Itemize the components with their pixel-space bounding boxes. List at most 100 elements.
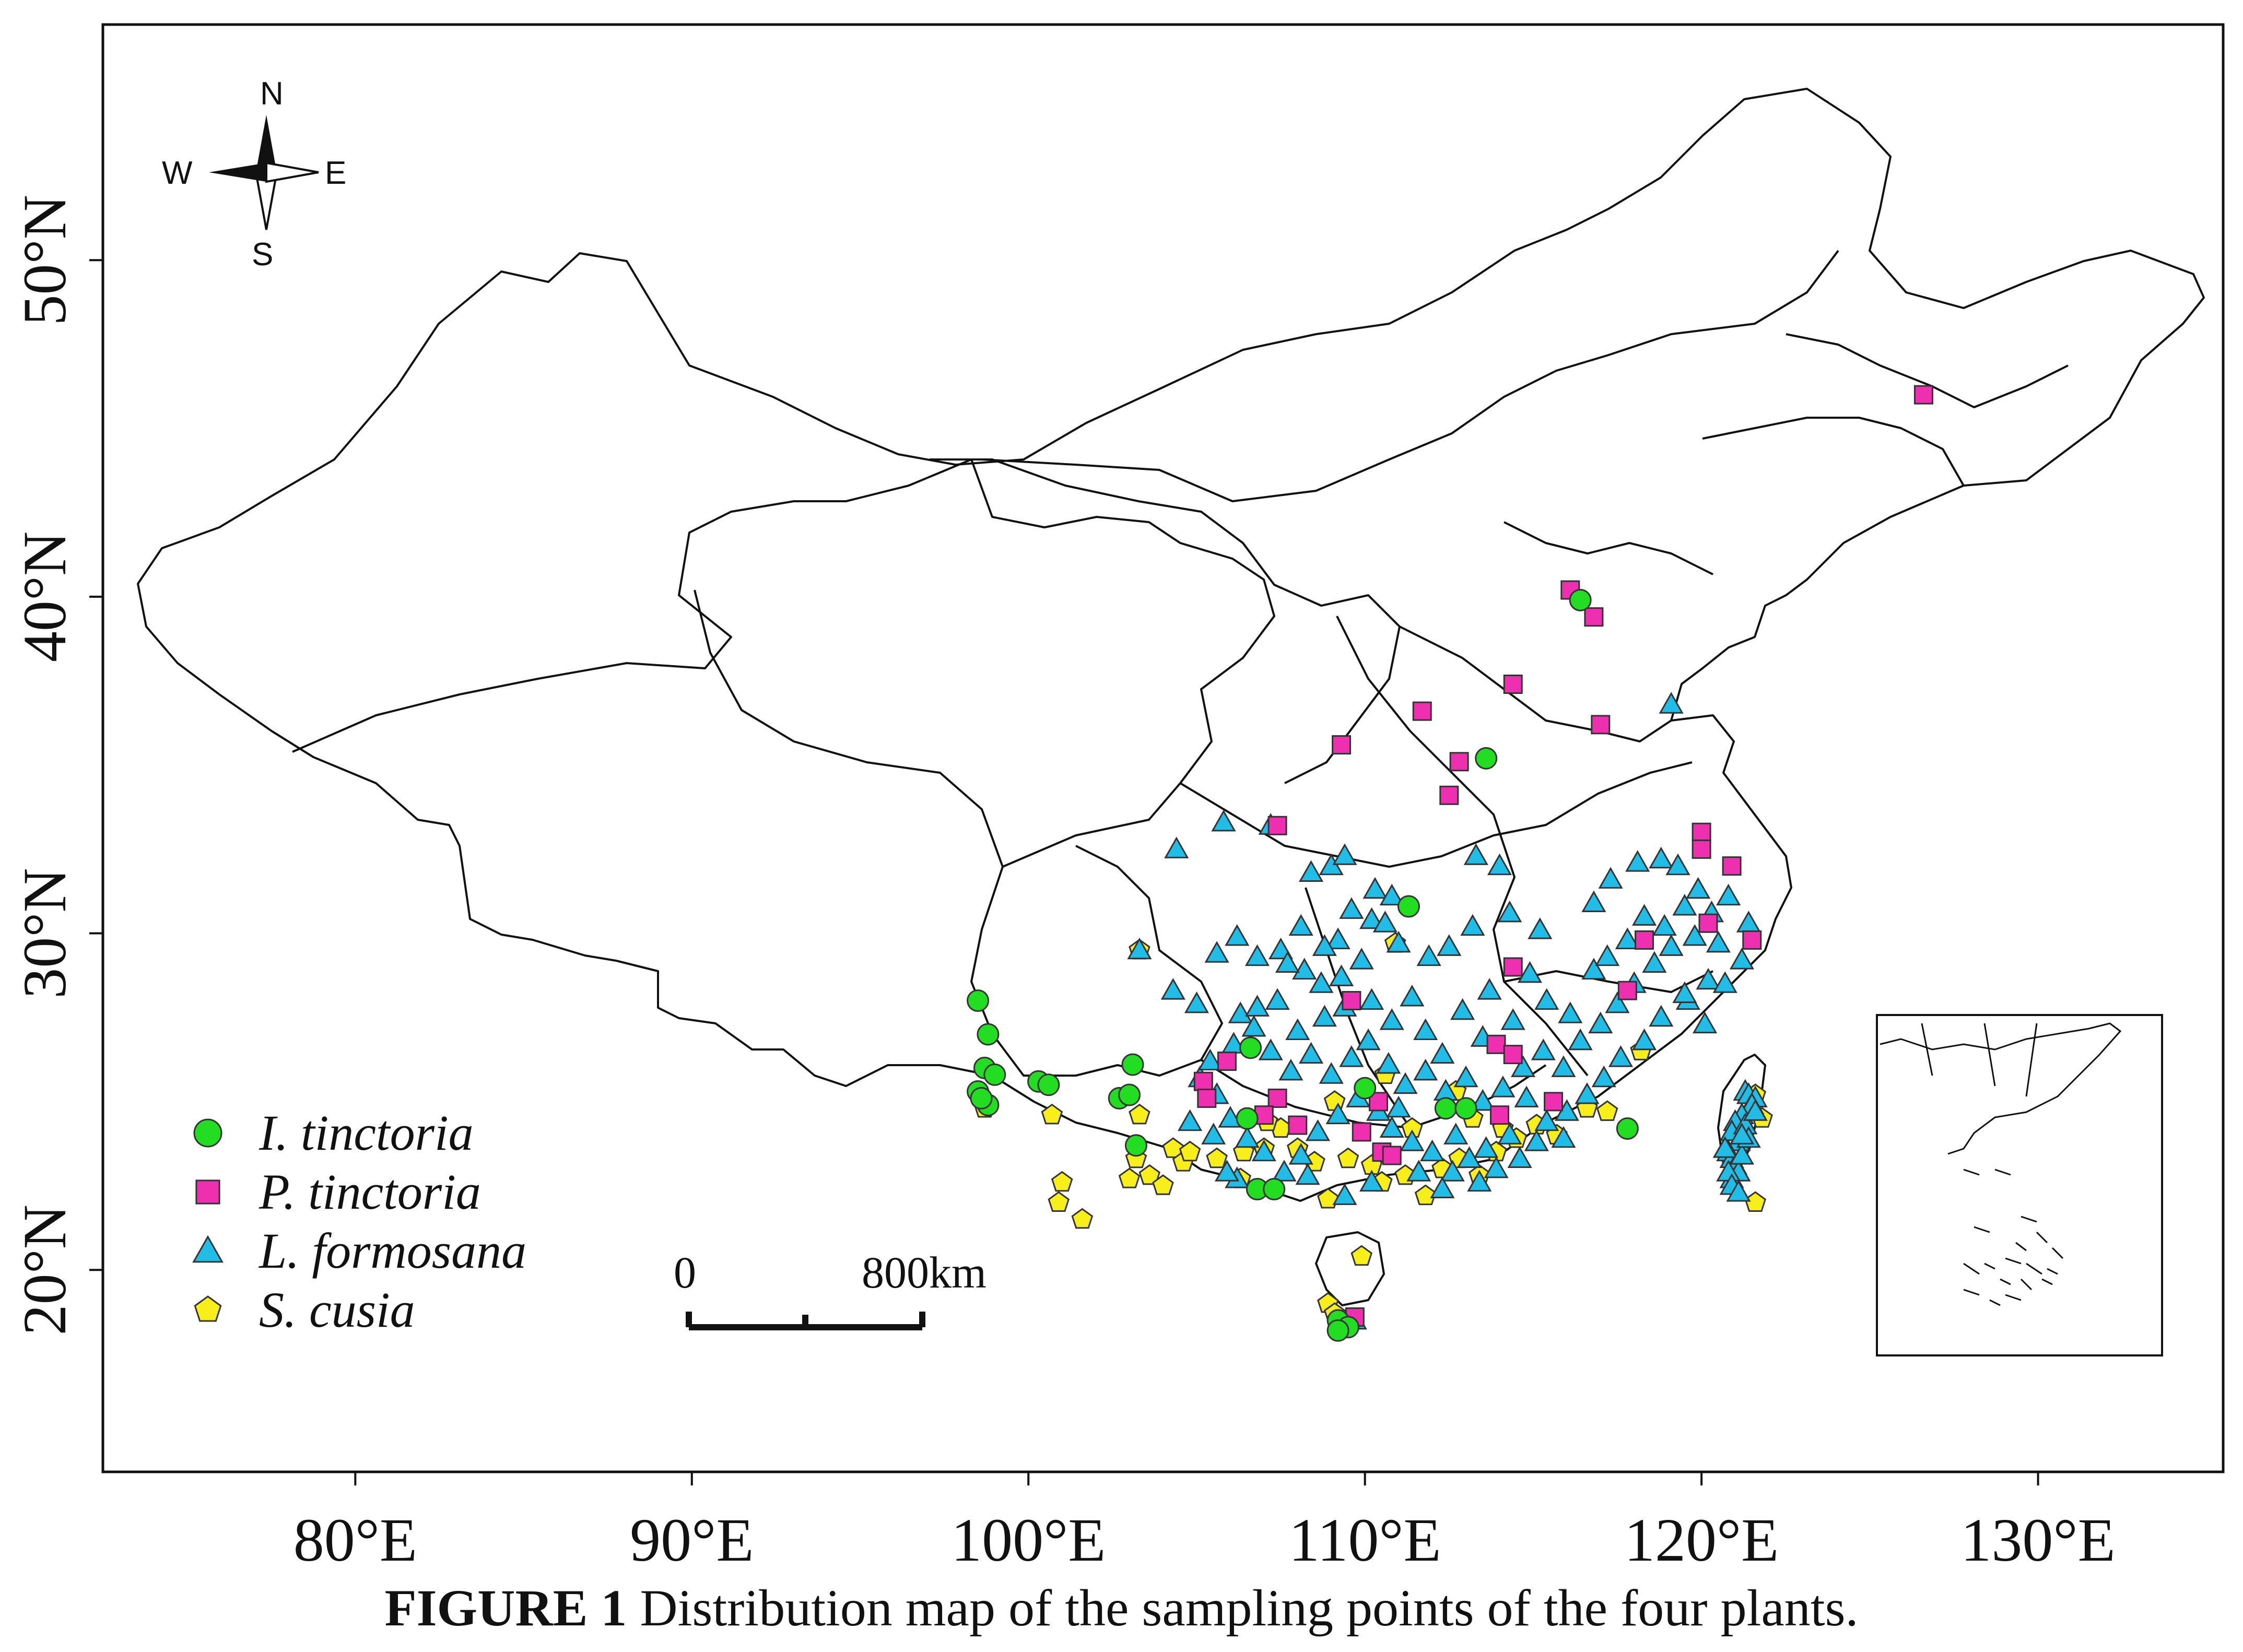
north-arrow: N S E W	[162, 76, 346, 273]
sample-point-i-tinctoria	[967, 989, 990, 1012]
sample-point-p-tinctoria	[1698, 913, 1718, 933]
sample-point-i-tinctoria	[1434, 1097, 1457, 1120]
sample-point-l-formosana	[1517, 961, 1543, 983]
sample-point-l-formosana	[1467, 1170, 1492, 1192]
hainan-outline	[1315, 1231, 1385, 1306]
sample-point-l-formosana	[1244, 995, 1270, 1017]
sample-point-i-tinctoria	[1239, 1036, 1262, 1059]
sample-point-l-formosana	[1712, 971, 1737, 993]
sample-point-i-tinctoria	[1263, 1177, 1286, 1200]
sample-point-l-formosana	[1551, 1055, 1576, 1077]
sample-point-l-formosana	[1696, 967, 1721, 990]
sample-point-i-tinctoria	[1236, 1107, 1259, 1130]
sample-point-s-cusia	[1129, 1103, 1150, 1125]
sample-point-i-tinctoria	[1475, 747, 1498, 770]
sample-point-l-formosana	[1406, 1160, 1431, 1182]
sample-point-p-tinctoria	[1913, 385, 1933, 405]
sample-point-l-formosana	[1453, 1065, 1478, 1088]
sample-point-l-formosana	[1413, 1058, 1438, 1081]
sample-point-l-formosana	[1437, 934, 1462, 956]
sample-point-l-formosana	[1575, 1082, 1600, 1104]
sample-point-i-tinctoria	[1397, 895, 1420, 918]
sample-point-i-tinctoria	[977, 1023, 1000, 1046]
sample-point-l-formosana	[1474, 1136, 1499, 1158]
sample-point-l-formosana	[1440, 1160, 1465, 1182]
sample-point-l-formosana	[1184, 991, 1209, 1013]
sample-point-p-tinctoria	[1267, 1088, 1287, 1108]
y-tick-label: 20°N	[10, 1205, 79, 1335]
sample-point-l-formosana	[1225, 924, 1250, 946]
sample-point-l-formosana	[1251, 1139, 1276, 1162]
sample-point-p-tinctoria	[1439, 785, 1459, 805]
sample-point-l-formosana	[1450, 998, 1475, 1020]
sample-point-l-formosana	[1729, 1142, 1755, 1165]
sample-point-l-formosana	[1588, 1011, 1613, 1034]
sample-point-l-formosana	[1244, 944, 1270, 966]
y-tick-label: 50°N	[10, 195, 79, 325]
sample-point-p-tinctoria	[1193, 1071, 1213, 1091]
sample-point-l-formosana	[1443, 1123, 1469, 1144]
sample-point-l-formosana	[1275, 951, 1300, 973]
sample-point-l-formosana	[1487, 853, 1512, 876]
sample-point-l-formosana	[1649, 846, 1674, 869]
sample-point-l-formosana	[1659, 692, 1684, 714]
compass-n-label: N	[260, 76, 284, 112]
sample-point-s-cusia	[1048, 1191, 1070, 1212]
sample-point-l-formosana	[1477, 978, 1502, 1000]
x-tick-label: 80°E	[293, 1506, 417, 1574]
caption-label: FIGURE 1	[384, 1579, 627, 1637]
sample-point-l-formosana	[1729, 948, 1755, 970]
sample-point-i-tinctoria	[1118, 1083, 1141, 1106]
sample-point-l-formosana	[1241, 1015, 1266, 1037]
sample-point-p-tinctoria	[1617, 981, 1637, 1000]
legend-marker-i-tinctoria	[193, 1118, 222, 1148]
sample-point-s-cusia	[1206, 1147, 1228, 1169]
sample-point-p-tinctoria	[1591, 715, 1611, 735]
compass-w-label: W	[162, 155, 193, 191]
sample-point-s-cusia	[1414, 1184, 1437, 1206]
sample-point-l-formosana	[1649, 1005, 1674, 1027]
province-outlines	[137, 88, 2205, 1306]
sample-point-s-cusia	[1337, 1147, 1359, 1169]
sample-point-l-formosana	[1608, 1045, 1634, 1067]
x-tick-label: 100°E	[951, 1506, 1106, 1574]
sample-point-l-formosana	[1457, 1146, 1482, 1168]
scale-bar: 0 800km	[674, 1247, 987, 1330]
sample-point-p-tinctoria	[1544, 1092, 1564, 1112]
sample-point-l-formosana	[1312, 1005, 1337, 1027]
sample-point-p-tinctoria	[1635, 930, 1654, 950]
sample-point-l-formosana	[1534, 1109, 1559, 1131]
sample-point-l-formosana	[1598, 867, 1623, 889]
sample-point-l-formosana	[1214, 1160, 1240, 1182]
sample-point-l-formosana	[1419, 1139, 1445, 1162]
sample-point-l-formosana	[1490, 1076, 1516, 1098]
sample-point-l-formosana	[1218, 1106, 1243, 1128]
sample-point-l-formosana	[1127, 937, 1152, 960]
sample-point-p-tinctoria	[1722, 856, 1742, 876]
sample-point-p-tinctoria	[1197, 1088, 1217, 1108]
sample-point-p-tinctoria	[1584, 607, 1604, 627]
sample-point-l-formosana	[1665, 853, 1690, 876]
sample-point-s-cusia	[1152, 1174, 1174, 1195]
sample-point-l-formosana	[1534, 988, 1559, 1010]
legend-marker-s-cusia	[194, 1295, 222, 1322]
sample-point-p-tinctoria	[1503, 1045, 1523, 1065]
sample-point-l-formosana	[1339, 1045, 1364, 1067]
sample-point-l-formosana	[1484, 1156, 1509, 1178]
sample-point-l-formosana	[1551, 1126, 1576, 1148]
inset-frame	[1876, 1014, 2163, 1356]
sample-point-l-formosana	[1528, 917, 1553, 939]
sample-point-p-tinctoria	[1692, 839, 1711, 859]
sample-point-i-tinctoria	[970, 1087, 993, 1110]
sample-point-i-tinctoria	[1037, 1073, 1060, 1096]
sample-point-p-tinctoria	[1217, 1052, 1237, 1071]
sample-point-l-formosana	[1379, 883, 1404, 906]
sample-point-l-formosana	[1177, 1109, 1203, 1131]
legend-marker-p-tinctoria	[195, 1179, 220, 1205]
sample-point-l-formosana	[1312, 934, 1337, 956]
sample-point-p-tinctoria	[1449, 752, 1469, 772]
sample-point-s-cusia	[1596, 1100, 1618, 1121]
sample-point-l-formosana	[1672, 981, 1697, 1004]
sample-point-p-tinctoria	[1332, 735, 1352, 755]
sample-point-l-formosana	[1288, 914, 1313, 936]
